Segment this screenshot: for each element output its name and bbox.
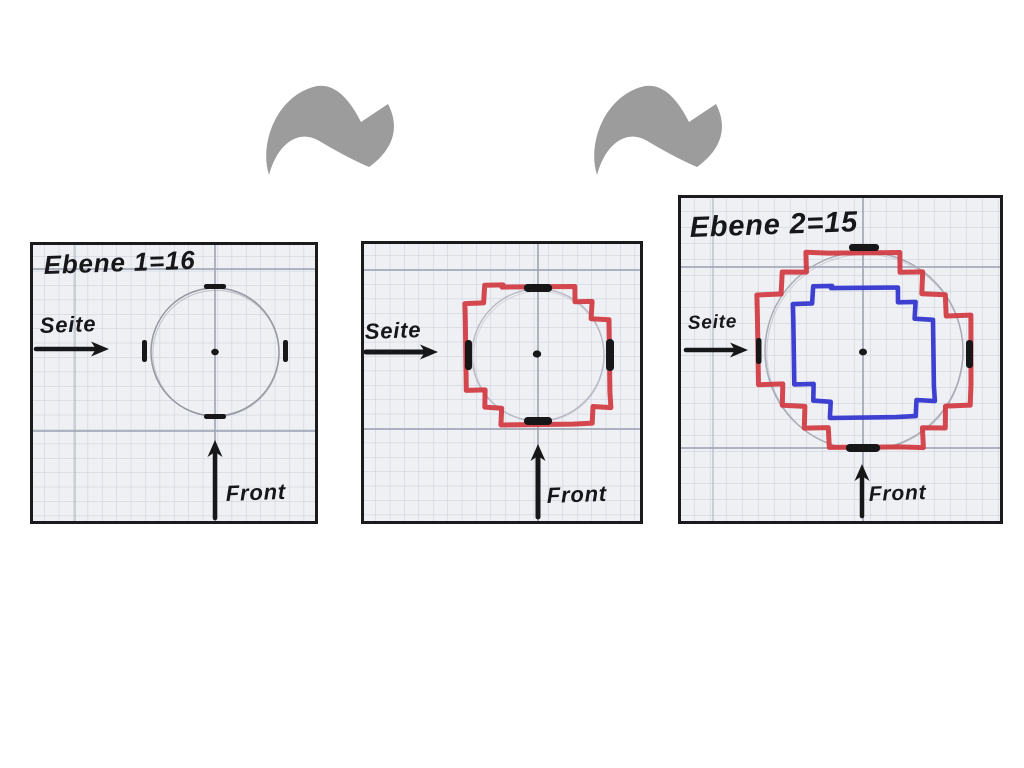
panel-intermediate-step: Seite Front bbox=[361, 241, 643, 524]
tick-mark bbox=[849, 244, 879, 251]
front-arrow-head bbox=[530, 444, 546, 461]
tick-mark bbox=[204, 414, 226, 419]
tick-mark bbox=[606, 339, 614, 371]
side-arrow-head bbox=[91, 341, 109, 357]
side-label: Seite bbox=[364, 317, 421, 344]
panel-title: Ebene 1=16 bbox=[43, 245, 196, 280]
panel-ebene-1: Ebene 1=16 Seite Front bbox=[30, 242, 318, 524]
flow-arrow-1-icon bbox=[266, 85, 394, 175]
side-label: Seite bbox=[687, 311, 737, 334]
tick-mark bbox=[524, 284, 552, 292]
tick-mark bbox=[524, 417, 552, 425]
side-label: Seite bbox=[39, 311, 96, 338]
tick-mark bbox=[966, 340, 973, 368]
curved-arrow-glyph bbox=[594, 85, 722, 175]
panel-border bbox=[30, 242, 318, 524]
front-arrow-head bbox=[207, 440, 223, 457]
center-dot bbox=[211, 348, 219, 356]
side-arrow-head bbox=[730, 342, 748, 358]
front-label: Front bbox=[546, 481, 608, 508]
center-dot bbox=[859, 348, 867, 356]
panel-ebene-2: Ebene 2=15 Seite Front bbox=[678, 195, 1003, 524]
tick-mark bbox=[204, 284, 226, 289]
tick-mark bbox=[756, 338, 762, 364]
center-dot bbox=[532, 350, 542, 358]
front-label: Front bbox=[868, 481, 927, 506]
panel-border bbox=[678, 195, 1003, 524]
panel-border bbox=[361, 241, 643, 524]
tick-mark bbox=[846, 444, 880, 452]
front-arrow-head bbox=[854, 464, 870, 481]
blue-ring bbox=[790, 283, 938, 421]
grid-overlay bbox=[30, 242, 318, 524]
front-label: Front bbox=[225, 479, 287, 506]
panel-title: Ebene 2=15 bbox=[689, 206, 858, 244]
tick-mark bbox=[465, 340, 472, 370]
tick-mark bbox=[283, 340, 288, 362]
grid-overlay bbox=[678, 195, 1003, 524]
flow-arrow-2-icon bbox=[594, 85, 722, 175]
tick-mark bbox=[142, 340, 147, 362]
side-arrow-head bbox=[420, 344, 438, 360]
curved-arrow-glyph bbox=[266, 85, 394, 175]
